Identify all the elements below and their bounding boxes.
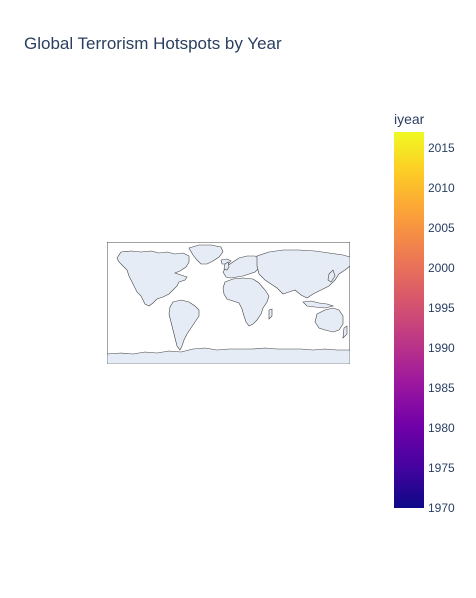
colorbar-tick: 1980 (428, 421, 455, 435)
landmass-great-britain (223, 261, 230, 271)
colorbar-title: iyear (394, 111, 425, 127)
landmass-new-zealand (342, 325, 348, 339)
landmass-africa (222, 277, 270, 327)
colorbar-tick: 2005 (428, 221, 455, 235)
colorbar (394, 132, 424, 508)
landmass-greenland (188, 244, 224, 265)
colorbar-tick: 1990 (428, 341, 455, 355)
landmass-iceland (220, 258, 232, 265)
landmass-north-america (116, 250, 190, 307)
colorbar-tick: 2010 (428, 181, 455, 195)
landmass-asia (256, 249, 350, 299)
landmass-south-america (168, 299, 200, 351)
landmass-japan (327, 269, 336, 283)
colorbar-tick: 1975 (428, 461, 455, 475)
landmass-madagascar (268, 308, 273, 320)
colorbar-tick: 1970 (428, 501, 455, 515)
landmass-antarctica (107, 347, 350, 364)
world-map[interactable] (107, 242, 350, 364)
chart-title: Global Terrorism Hotspots by Year (24, 34, 282, 53)
colorbar-tick: 2000 (428, 261, 455, 275)
landmass-indonesia (302, 300, 335, 309)
colorbar-tick: 1995 (428, 301, 455, 315)
colorbar-tick: 2015 (428, 141, 455, 155)
colorbar-tick: 1985 (428, 381, 455, 395)
landmass-australia (314, 307, 344, 333)
